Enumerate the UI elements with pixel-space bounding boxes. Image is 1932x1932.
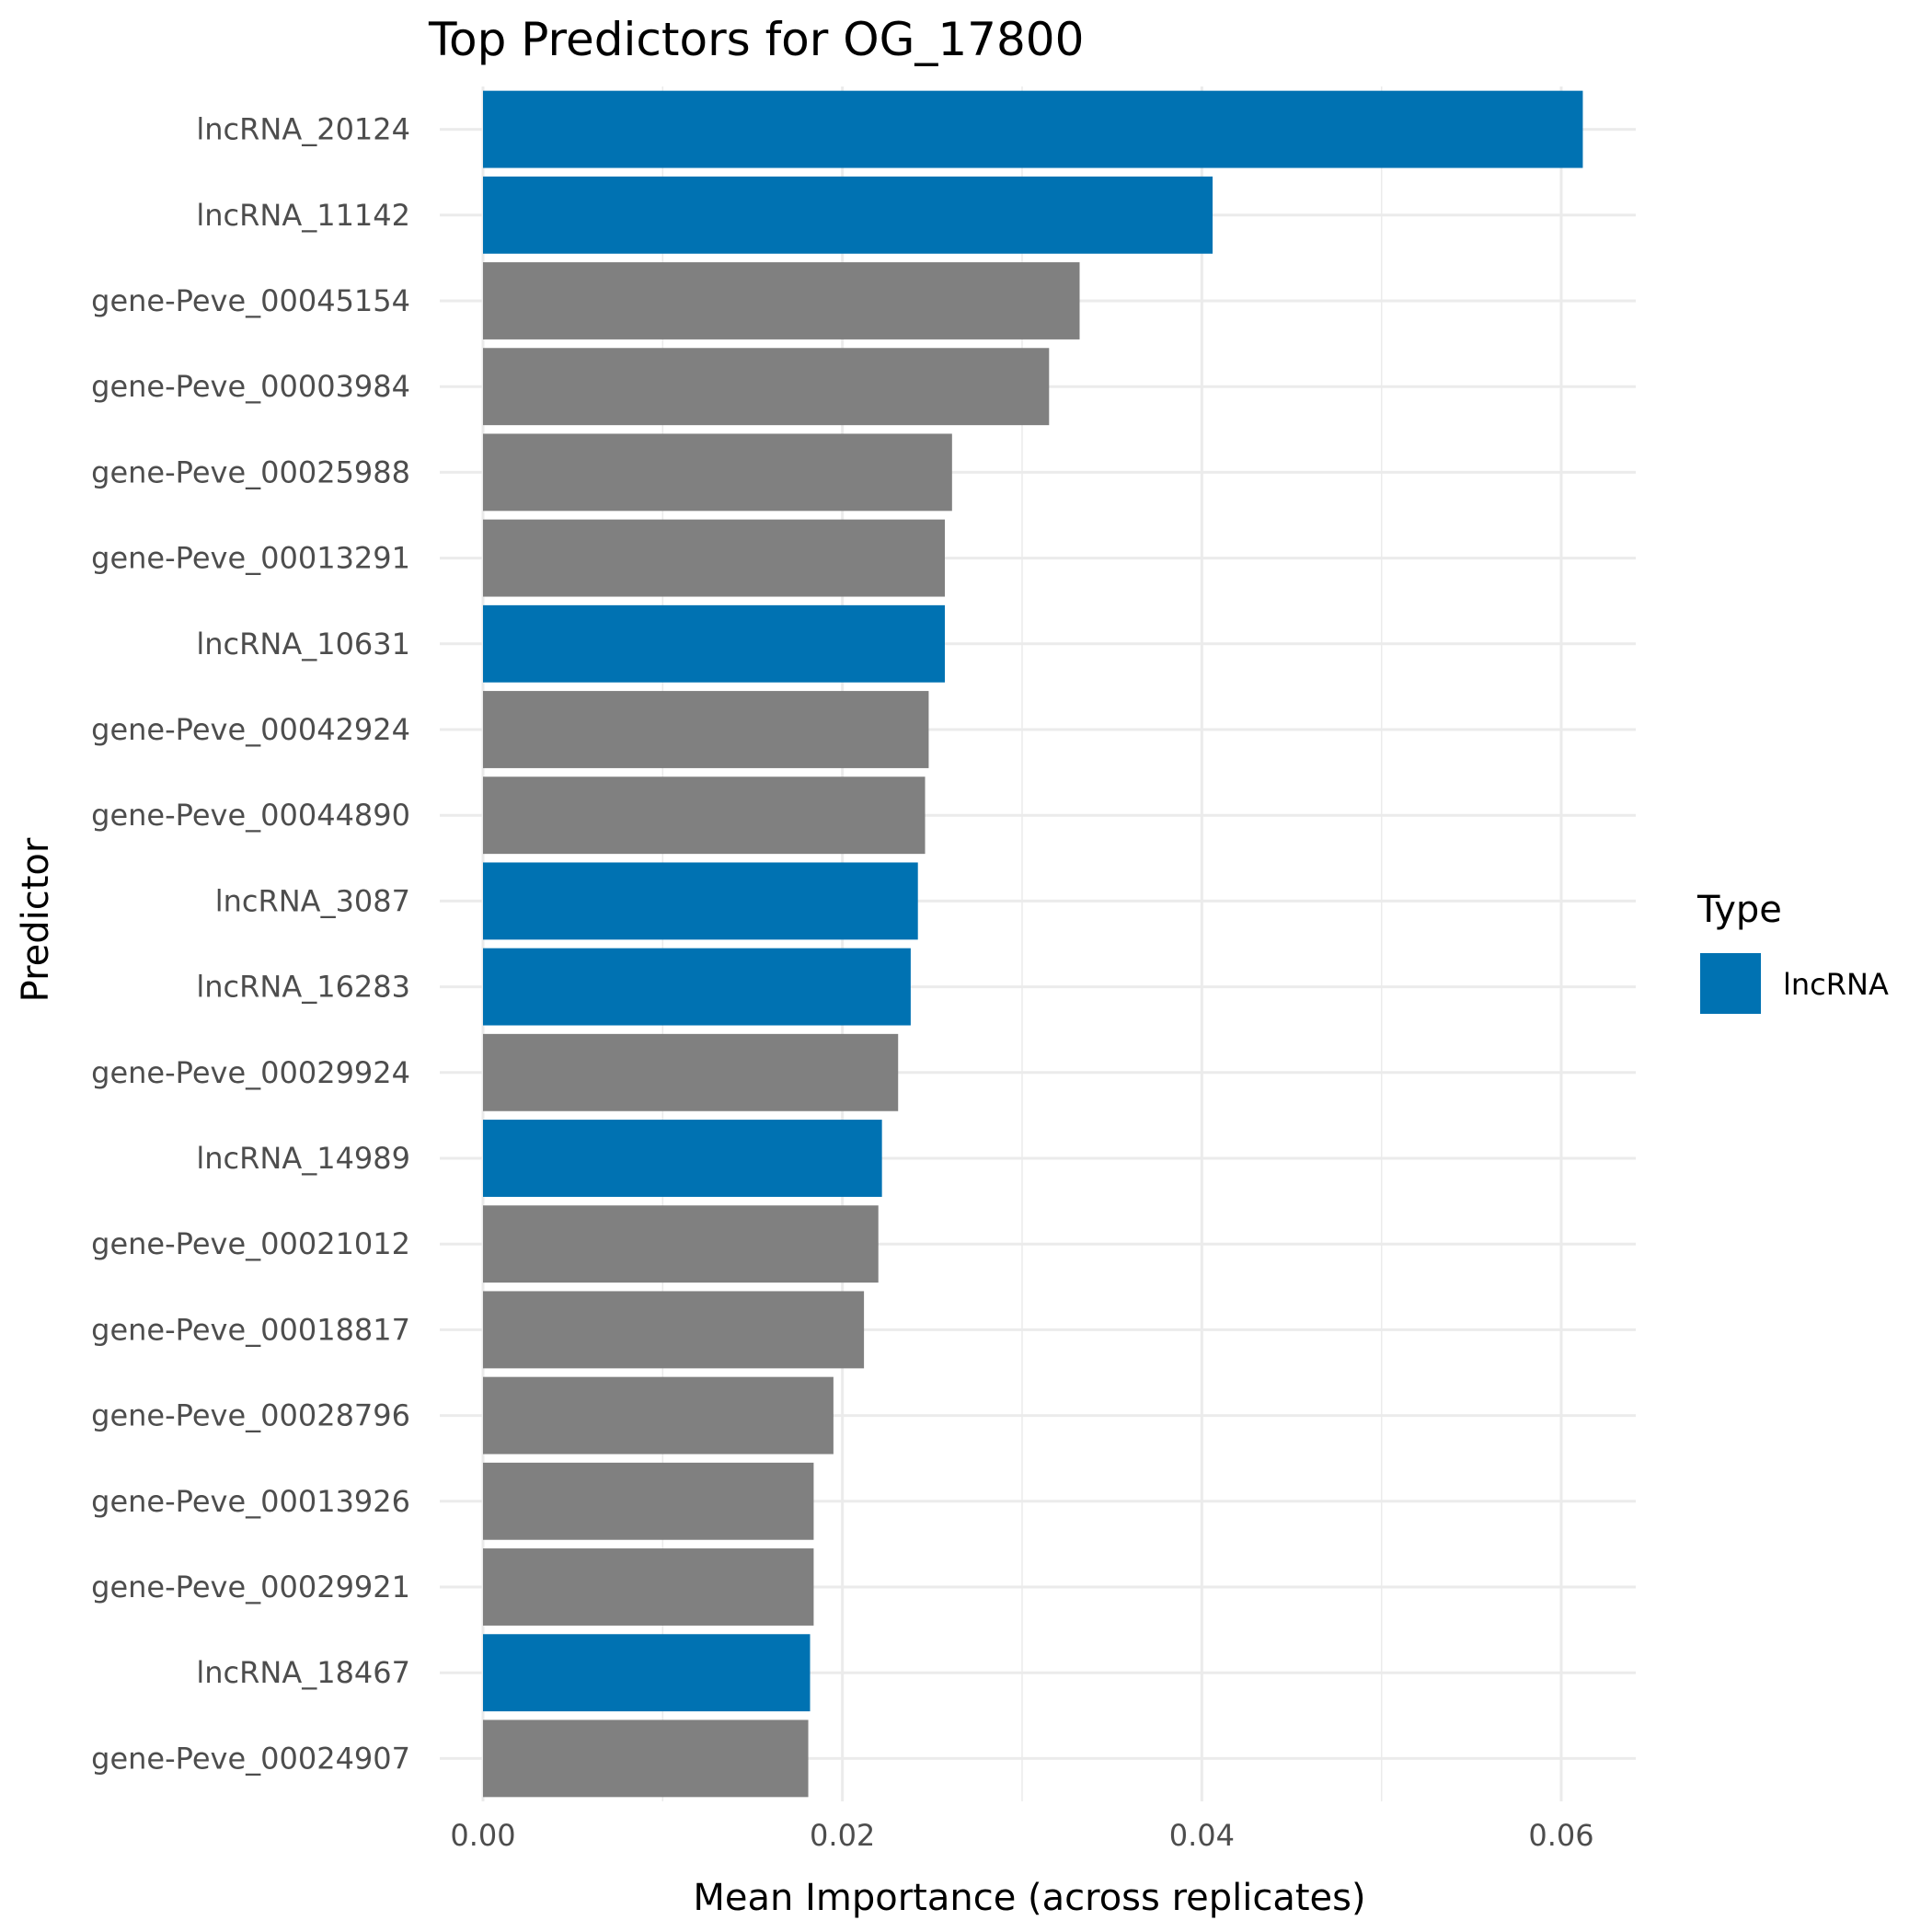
y-tick-label: gene-Peve_00003984 (91, 369, 410, 404)
bar (483, 948, 911, 1026)
y-axis-title: Predictor (15, 837, 57, 1002)
y-tick-label: lncRNA_10631 (196, 627, 410, 661)
bar (483, 1719, 809, 1798)
y-tick-label: gene-Peve_00013291 (91, 541, 410, 576)
legend-title: Type (1696, 889, 1782, 931)
y-tick-label: gene-Peve_00021012 (91, 1226, 410, 1261)
y-tick-label: lncRNA_11142 (196, 198, 410, 233)
grid (440, 86, 1636, 1801)
x-tick-label: 0.06 (1528, 1818, 1593, 1853)
bar (483, 1291, 865, 1369)
bar (483, 348, 1050, 426)
legend: Type lncRNA (1696, 889, 1889, 1014)
y-tick-label: lncRNA_14989 (196, 1141, 410, 1176)
bar (483, 1120, 882, 1197)
bar (483, 433, 952, 512)
chart-title: Top Predictors for OG_17800 (428, 13, 1084, 66)
bar (483, 1376, 834, 1455)
legend-label-lncrna: lncRNA (1783, 967, 1889, 1002)
bar (483, 776, 926, 855)
bar (483, 691, 929, 768)
bar (483, 1462, 814, 1540)
y-tick-label: gene-Peve_00028796 (91, 1398, 410, 1433)
y-tick-label: gene-Peve_00018817 (91, 1312, 410, 1347)
y-tick-label: lncRNA_18467 (196, 1655, 410, 1690)
y-tick-label: gene-Peve_00025988 (91, 454, 410, 489)
bar (483, 604, 946, 683)
x-axis-tick-labels: 0.00 0.02 0.04 0.06 (450, 1818, 1593, 1853)
y-tick-label: gene-Peve_00013926 (91, 1484, 410, 1519)
x-tick-label: 0.04 (1169, 1818, 1235, 1853)
y-tick-label: gene-Peve_00045154 (91, 283, 410, 318)
bars (483, 90, 1583, 1798)
bar (483, 1033, 899, 1111)
bar (483, 1205, 879, 1283)
legend-swatch-lncrna (1700, 953, 1761, 1014)
y-tick-label: gene-Peve_00044890 (91, 798, 410, 833)
y-tick-label: lncRNA_20124 (196, 112, 410, 147)
bar (483, 862, 918, 940)
bar (483, 519, 946, 597)
bar (483, 1548, 814, 1626)
y-axis-tick-labels: lncRNA_20124 lncRNA_11142 gene-Peve_000451… (91, 112, 410, 1777)
y-tick-label: lncRNA_16283 (196, 970, 410, 1005)
bar (483, 262, 1080, 339)
x-tick-label: 0.00 (450, 1818, 515, 1853)
y-tick-label: gene-Peve_00029921 (91, 1570, 410, 1604)
x-tick-label: 0.02 (810, 1818, 875, 1853)
bar (483, 1634, 811, 1712)
y-tick-label: gene-Peve_00029924 (91, 1055, 410, 1090)
bar (483, 90, 1583, 168)
x-axis-title: Mean Importance (across replicates) (693, 1877, 1365, 1919)
bar (483, 176, 1213, 254)
y-tick-label: lncRNA_3087 (215, 883, 410, 918)
y-tick-label: gene-Peve_00042924 (91, 712, 410, 747)
y-tick-label: gene-Peve_00024907 (91, 1741, 410, 1776)
